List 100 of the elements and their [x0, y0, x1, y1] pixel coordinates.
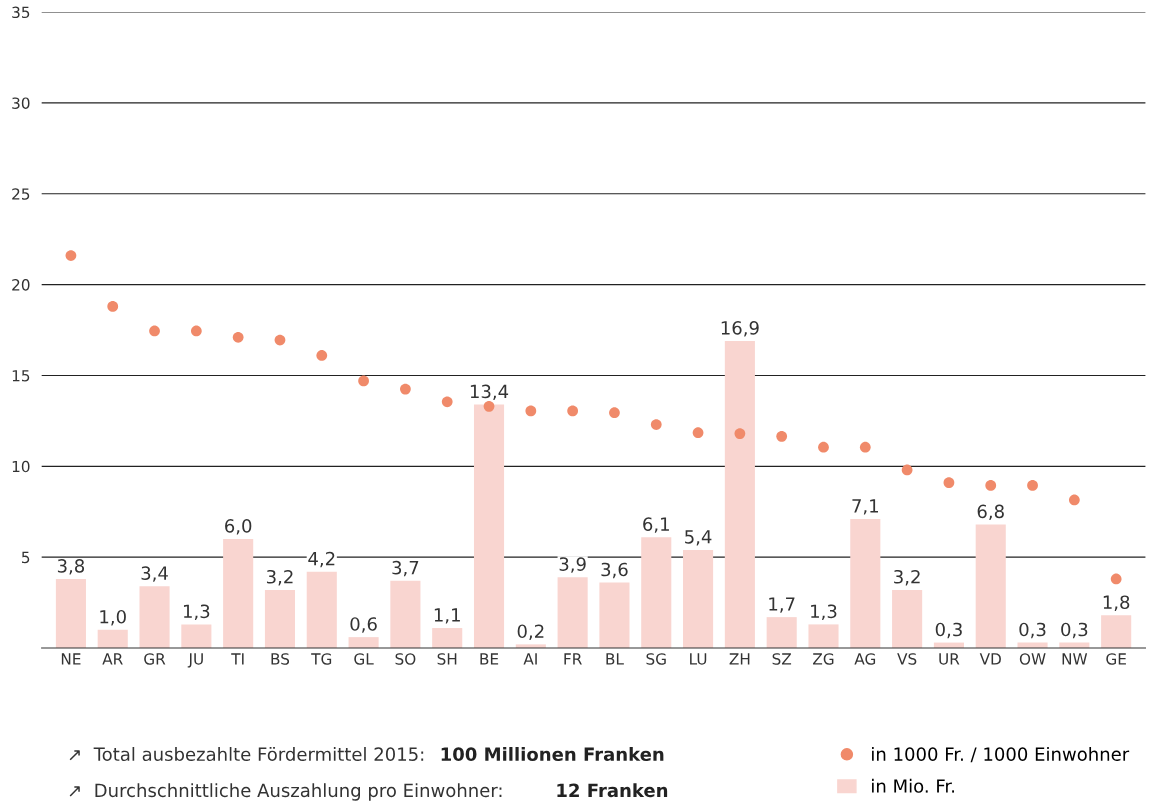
x-tick-label: SG — [646, 653, 666, 665]
data-label: 1,7 — [769, 597, 795, 613]
data-label: 3,2 — [266, 569, 293, 586]
text: 12 Franken — [557, 783, 668, 798]
x-tick-label: TG — [311, 653, 332, 665]
bar — [97, 629, 128, 649]
x-tick-label: LU — [690, 653, 707, 665]
bar — [390, 580, 421, 649]
point — [734, 428, 746, 439]
x-tick-label: VS — [897, 653, 917, 665]
x-tick-label: FR — [564, 653, 582, 665]
data-label: 3,9 — [559, 557, 586, 573]
x-tick-label: SO — [395, 653, 416, 665]
x-tick-label: TI — [231, 653, 244, 665]
data-label: 3,7 — [392, 560, 419, 577]
data-label: 7,1 — [852, 499, 878, 515]
x-tick-label: VD — [979, 653, 1001, 665]
bar — [892, 589, 923, 649]
bar — [850, 519, 881, 649]
data-label: 16,9 — [721, 321, 759, 337]
legend-label: in 1000 Fr. / 1000 Einwohner — [872, 746, 1130, 763]
bar — [683, 549, 714, 649]
data-label: 5,4 — [685, 530, 712, 546]
x-tick-label: ZH — [729, 653, 750, 665]
data-label: 6,0 — [225, 519, 252, 535]
point — [149, 325, 160, 337]
x-tick-label: NW — [1062, 653, 1088, 665]
point — [316, 350, 328, 361]
point — [609, 407, 620, 419]
data-label: 0,3 — [1019, 622, 1046, 639]
point — [859, 441, 871, 453]
point — [567, 405, 579, 417]
bar — [306, 571, 337, 649]
bar — [432, 628, 463, 649]
x-tick-label: AR — [102, 653, 123, 665]
data-label: 6,8 — [977, 504, 1004, 521]
point — [274, 334, 286, 346]
point — [525, 405, 537, 417]
point — [818, 441, 829, 453]
point — [358, 375, 369, 387]
data-label: 3,6 — [601, 562, 628, 579]
point — [483, 400, 495, 412]
point — [232, 331, 244, 343]
bar — [348, 637, 379, 649]
data-label: 3,8 — [57, 559, 85, 575]
data-label: 1,1 — [434, 608, 460, 624]
point — [400, 383, 411, 395]
bar — [557, 577, 588, 649]
point — [65, 250, 77, 261]
point — [441, 396, 453, 408]
data-label: 13,4 — [470, 384, 509, 401]
bar — [139, 586, 170, 649]
bar — [55, 578, 86, 649]
bar — [641, 537, 672, 649]
bar — [724, 340, 755, 649]
bar — [223, 539, 254, 649]
point — [776, 430, 788, 442]
data-label: 0,2 — [517, 624, 544, 640]
x-tick-label: BL — [606, 653, 624, 665]
data-label: 6,1 — [643, 517, 669, 533]
y-tick-label: 10 — [12, 460, 30, 473]
data-label: 1,0 — [100, 609, 126, 626]
bar — [473, 404, 505, 649]
y-tick-label: 25 — [12, 188, 30, 200]
data-label: 3,2 — [894, 569, 920, 586]
bar — [1101, 615, 1132, 649]
x-tick-label: AG — [854, 653, 876, 665]
point — [107, 301, 119, 312]
point — [1110, 573, 1122, 585]
data-label: 0,6 — [350, 617, 377, 633]
text: 100 Millionen Franken — [441, 747, 664, 761]
x-tick-label: BS — [271, 653, 290, 665]
data-label: 1,3 — [183, 604, 210, 620]
x-tick-label: ZG — [813, 653, 834, 665]
point — [190, 325, 202, 337]
x-tick-label: BE — [480, 653, 499, 665]
data-label: 4,2 — [308, 551, 335, 568]
point — [901, 464, 913, 476]
point — [985, 480, 997, 491]
y-tick-label: 35 — [12, 6, 30, 19]
x-tick-label: GR — [144, 653, 166, 665]
data-label: 1,8 — [1103, 595, 1130, 611]
x-tick-label: UR — [939, 653, 960, 665]
point — [943, 477, 955, 489]
bar — [766, 617, 797, 649]
text: ↗ Durchschnittliche Auszahlung pro Einwohner: — [69, 783, 502, 801]
data-label: 0,3 — [1061, 622, 1088, 639]
x-tick-label: SH — [437, 653, 457, 665]
y-tick-label: 20 — [12, 279, 30, 291]
y-tick-label: 15 — [12, 370, 30, 382]
bar — [264, 589, 296, 649]
legend-label: in Mio. Fr. — [872, 778, 954, 793]
x-tick-label: OW — [1019, 653, 1046, 665]
point — [692, 427, 704, 439]
x-tick-label: NE — [61, 653, 81, 665]
y-tick-label: 30 — [12, 97, 30, 109]
point — [650, 419, 662, 430]
point — [1068, 494, 1080, 506]
bar — [975, 524, 1006, 649]
x-tick-label: AI — [523, 653, 537, 665]
